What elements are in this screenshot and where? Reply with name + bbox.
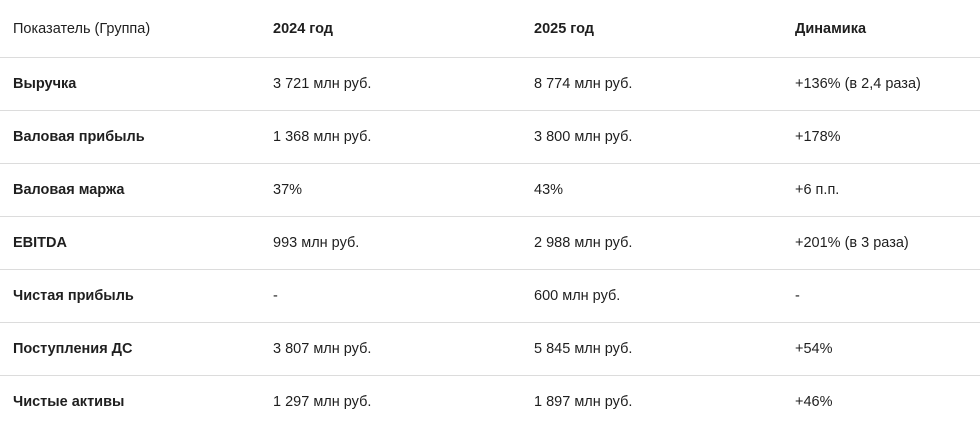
header-cell: 2024 год (273, 0, 534, 58)
table-cell: +178% (795, 111, 980, 164)
row-label: Выручка (0, 58, 273, 111)
table-cell: - (795, 270, 980, 323)
table-cell: +6 п.п. (795, 164, 980, 217)
table-cell: +201% (в 3 раза) (795, 217, 980, 270)
table-cell: +136% (в 2,4 раза) (795, 58, 980, 111)
table-cell: +54% (795, 323, 980, 376)
row-label: Валовая прибыль (0, 111, 273, 164)
table-cell: 1 897 млн руб. (534, 376, 795, 428)
header-cell: Показатель (Группа) (0, 0, 273, 58)
header-cell: 2025 год (534, 0, 795, 58)
row-label: Валовая маржа (0, 164, 273, 217)
table-cell: 43% (534, 164, 795, 217)
row-label: Поступления ДС (0, 323, 273, 376)
table-cell: 3 721 млн руб. (273, 58, 534, 111)
table-cell: 5 845 млн руб. (534, 323, 795, 376)
table-cell: 37% (273, 164, 534, 217)
row-label: EBITDA (0, 217, 273, 270)
table-cell: 993 млн руб. (273, 217, 534, 270)
table-cell: 2 988 млн руб. (534, 217, 795, 270)
table-row: Чистая прибыль-600 млн руб.- (0, 270, 980, 323)
row-label: Чистые активы (0, 376, 273, 428)
table-cell: - (273, 270, 534, 323)
row-label: Чистая прибыль (0, 270, 273, 323)
table-cell: 1 297 млн руб. (273, 376, 534, 428)
table-cell: 1 368 млн руб. (273, 111, 534, 164)
table-cell: 8 774 млн руб. (534, 58, 795, 111)
table-cell: 3 807 млн руб. (273, 323, 534, 376)
table-cell: 600 млн руб. (534, 270, 795, 323)
header-cell: Динамика (795, 0, 980, 58)
table-cell: +46% (795, 376, 980, 428)
table-cell: 3 800 млн руб. (534, 111, 795, 164)
